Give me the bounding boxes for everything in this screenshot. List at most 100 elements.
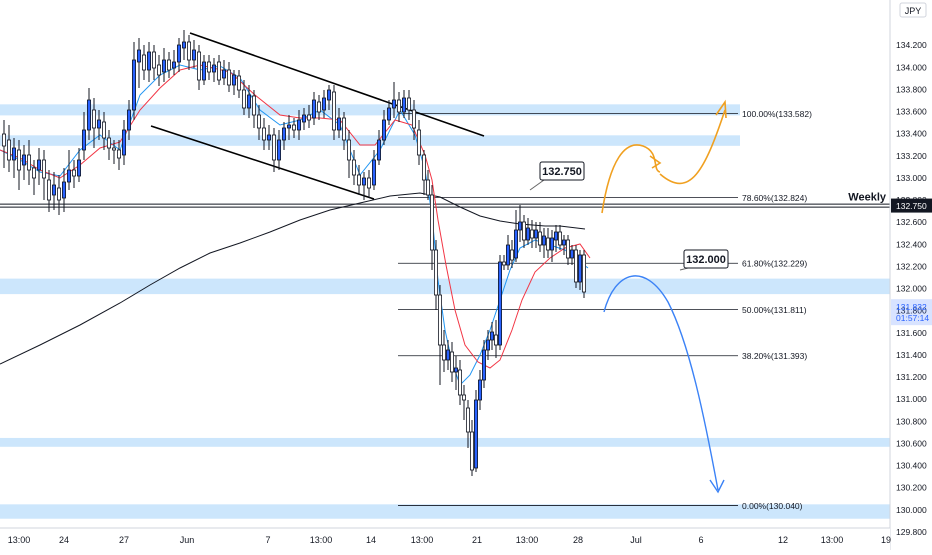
candle-up	[514, 229, 519, 259]
candle-down	[469, 431, 474, 471]
candle-down	[421, 154, 426, 181]
candle-up	[77, 159, 82, 177]
candle-down	[425, 179, 430, 196]
callout-label: 132.000	[686, 254, 726, 266]
candle-down	[216, 61, 221, 81]
time-tick-label: 13:00	[310, 535, 333, 545]
candle-down	[16, 149, 21, 171]
price-tick-label: 133.000	[896, 173, 927, 183]
candle-up	[161, 59, 166, 73]
candle-up	[127, 109, 132, 131]
candle-down	[341, 117, 346, 141]
candle-up	[445, 349, 450, 361]
candle-up	[281, 127, 286, 141]
candle-up	[37, 159, 42, 171]
time-tick-label: Jun	[180, 535, 195, 545]
weekly-price-tag-label: 132.750	[896, 201, 927, 211]
candle-up	[497, 261, 502, 346]
price-tick-label: 130.400	[896, 461, 927, 471]
price-tick-label: 132.000	[896, 284, 927, 294]
fibonacci-retracement: 100.00%(133.582) 78.60%(132.824) 61.80%(13…	[398, 109, 812, 511]
candle-down	[574, 249, 579, 283]
price-tick-label: 130.600	[896, 438, 927, 448]
candle-down	[241, 89, 246, 109]
price-tick-label: 133.200	[896, 151, 927, 161]
price-axis: JPY 134.200 134.000 133.800 133.600 133.400 13…	[889, 0, 932, 550]
time-tick-label: 13:00	[821, 535, 844, 545]
candle-up	[286, 124, 291, 129]
candle-down	[351, 159, 356, 176]
price-tick-label: 131.200	[896, 372, 927, 382]
price-tick-label: 133.800	[896, 84, 927, 94]
price-tick-label: 133.600	[896, 107, 927, 117]
support-resistance-zone	[0, 135, 740, 146]
time-tick-label: Jul	[630, 535, 642, 545]
support-resistance-zone	[0, 437, 890, 447]
candle-up	[562, 239, 567, 246]
candle-down	[433, 249, 438, 296]
candle-up	[296, 119, 301, 131]
callout-box	[683, 249, 729, 269]
candle-up	[481, 349, 486, 381]
candle-down	[72, 169, 77, 177]
time-tick-label: 13:00	[516, 535, 539, 545]
candle-down	[186, 41, 191, 61]
candle-up	[311, 99, 316, 119]
candle-down	[449, 351, 454, 373]
candle-down	[558, 231, 563, 246]
price-tick-label: 134.200	[896, 40, 927, 50]
candle-up	[122, 129, 127, 156]
candle-down	[206, 61, 211, 73]
bullish-projection-arrow-2	[715, 99, 727, 119]
candle-up	[386, 107, 391, 121]
candles	[2, 30, 587, 476]
candle-up	[276, 139, 281, 161]
time-tick-label: 28	[573, 535, 583, 545]
countdown-label: 01:57:14	[896, 313, 929, 323]
price-tick-label: 130.200	[896, 483, 927, 493]
price-tick-label: 130.800	[896, 416, 927, 426]
candle-down	[582, 254, 587, 293]
candle-up	[550, 237, 555, 251]
candle-down	[117, 149, 122, 159]
price-tick-label: 130.000	[896, 505, 927, 515]
candle-down	[102, 121, 107, 139]
candle-down	[271, 134, 276, 161]
candle-down	[26, 154, 31, 171]
candle-down	[493, 334, 498, 346]
candle-down	[331, 91, 336, 131]
price-tick-label: 133.400	[896, 129, 927, 139]
candle-down	[32, 167, 37, 179]
candle-up	[473, 399, 478, 469]
candle-up	[361, 177, 366, 186]
candle-up	[570, 249, 575, 259]
candle-up	[485, 339, 490, 351]
candle-down	[107, 137, 112, 149]
fib-level-label: 78.60%(132.824)	[742, 193, 807, 203]
candle-up	[136, 49, 141, 63]
candle-up	[266, 134, 271, 141]
candle-up	[554, 231, 559, 241]
candle-up	[82, 129, 87, 151]
candle-up	[21, 154, 26, 166]
candle-up	[52, 184, 57, 196]
candle-down	[57, 187, 62, 201]
candle-down	[396, 99, 401, 113]
time-axis-background	[0, 528, 890, 550]
candle-down	[316, 101, 321, 113]
candle-down	[461, 394, 466, 401]
candle-up	[181, 41, 186, 49]
fib-level-label: 61.80%(132.229)	[742, 259, 807, 269]
candle-down	[291, 124, 296, 131]
price-tick-label: 132.600	[896, 217, 927, 227]
candle-up	[381, 119, 386, 141]
candle-down	[522, 221, 527, 241]
weekly-level-label: Weekly	[848, 192, 887, 204]
candle-up	[11, 147, 16, 161]
price-tick-label: 131.800	[896, 306, 927, 316]
candle-down	[356, 174, 361, 186]
candle-down	[465, 407, 470, 433]
fib-level-label: 38.20%(131.393)	[742, 351, 807, 361]
